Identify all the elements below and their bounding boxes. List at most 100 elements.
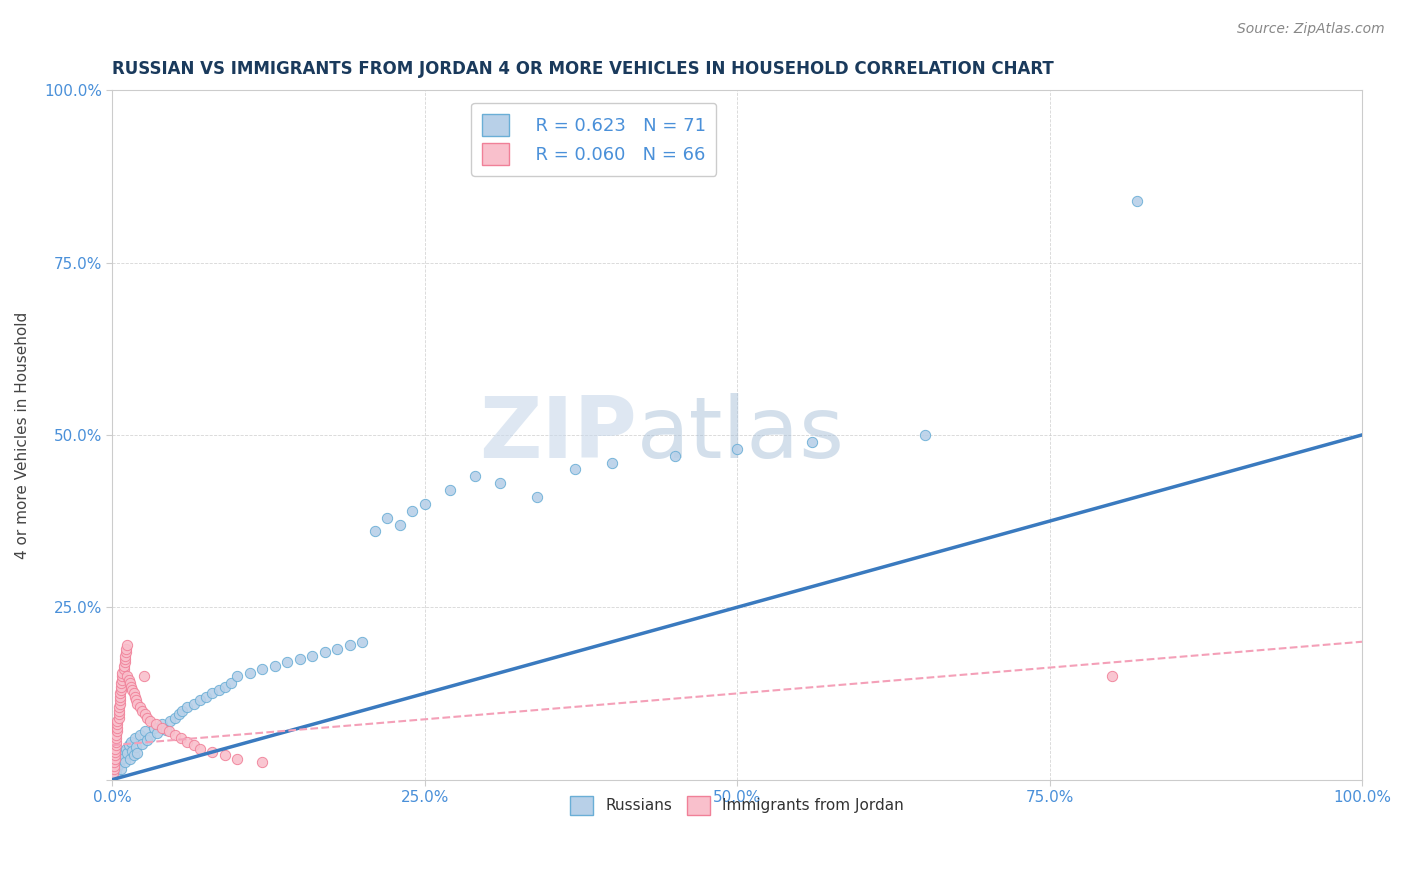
Point [464, 469, 486, 483]
Point [105, 734, 128, 748]
Point [105, 752, 128, 766]
Point [107, 748, 129, 763]
Point [104, 741, 127, 756]
Point [105, 721, 128, 735]
Point [214, 748, 236, 763]
Point [1126, 194, 1149, 208]
Point [139, 730, 162, 744]
Point [107, 757, 129, 772]
Point [172, 704, 194, 718]
Point [105, 765, 128, 780]
Point [139, 714, 162, 728]
Point [132, 669, 155, 683]
Point [364, 524, 387, 539]
Point [159, 714, 181, 728]
Point [288, 652, 311, 666]
Point [105, 760, 128, 774]
Point [103, 762, 125, 776]
Point [104, 752, 127, 766]
Point [114, 648, 136, 663]
Point [115, 641, 138, 656]
Point [128, 728, 150, 742]
Text: atlas: atlas [637, 393, 845, 476]
Point [801, 434, 824, 449]
Point [201, 686, 224, 700]
Point [112, 750, 135, 764]
Point [117, 747, 139, 761]
Point [226, 752, 249, 766]
Point [183, 697, 205, 711]
Point [111, 745, 134, 759]
Point [127, 697, 149, 711]
Point [105, 731, 128, 746]
Point [108, 690, 131, 704]
Point [163, 710, 186, 724]
Point [183, 738, 205, 752]
Point [157, 724, 180, 739]
Point [214, 680, 236, 694]
Point [121, 744, 143, 758]
Point [226, 669, 249, 683]
Point [276, 656, 298, 670]
Point [664, 449, 686, 463]
Point [252, 756, 274, 770]
Point [111, 665, 134, 680]
Point [188, 741, 211, 756]
Point [105, 724, 128, 739]
Point [114, 652, 136, 666]
Point [107, 707, 129, 722]
Point [122, 748, 145, 763]
Point [219, 676, 242, 690]
Point [118, 752, 141, 766]
Point [128, 700, 150, 714]
Point [352, 634, 374, 648]
Point [167, 707, 190, 722]
Point [163, 728, 186, 742]
Point [115, 645, 138, 659]
Point [725, 442, 748, 456]
Text: ZIP: ZIP [479, 393, 637, 476]
Point [125, 739, 148, 754]
Point [108, 693, 131, 707]
Point [103, 759, 125, 773]
Point [375, 510, 398, 524]
Point [108, 753, 131, 767]
Point [105, 714, 128, 728]
Point [104, 762, 127, 776]
Point [110, 676, 132, 690]
Point [125, 693, 148, 707]
Point [114, 756, 136, 770]
Point [105, 738, 128, 752]
Point [112, 658, 135, 673]
Point [526, 490, 548, 504]
Point [120, 680, 142, 694]
Point [124, 731, 146, 746]
Point [103, 756, 125, 770]
Point [145, 717, 167, 731]
Point [150, 717, 173, 731]
Point [107, 704, 129, 718]
Point [127, 747, 149, 761]
Point [176, 734, 198, 748]
Point [114, 656, 136, 670]
Point [252, 662, 274, 676]
Point [146, 725, 169, 739]
Point [388, 517, 411, 532]
Point [105, 717, 128, 731]
Point [413, 497, 436, 511]
Text: Source: ZipAtlas.com: Source: ZipAtlas.com [1237, 22, 1385, 37]
Point [117, 738, 139, 752]
Point [155, 723, 177, 737]
Point [136, 732, 159, 747]
Point [142, 721, 165, 735]
Point [339, 638, 361, 652]
Point [124, 690, 146, 704]
Point [115, 741, 138, 756]
Point [314, 645, 336, 659]
Point [564, 462, 586, 476]
Point [110, 762, 132, 776]
Point [1101, 669, 1123, 683]
Text: RUSSIAN VS IMMIGRANTS FROM JORDAN 4 OR MORE VEHICLES IN HOUSEHOLD CORRELATION CH: RUSSIAN VS IMMIGRANTS FROM JORDAN 4 OR M… [112, 60, 1054, 78]
Point [104, 745, 127, 759]
Point [117, 673, 139, 687]
